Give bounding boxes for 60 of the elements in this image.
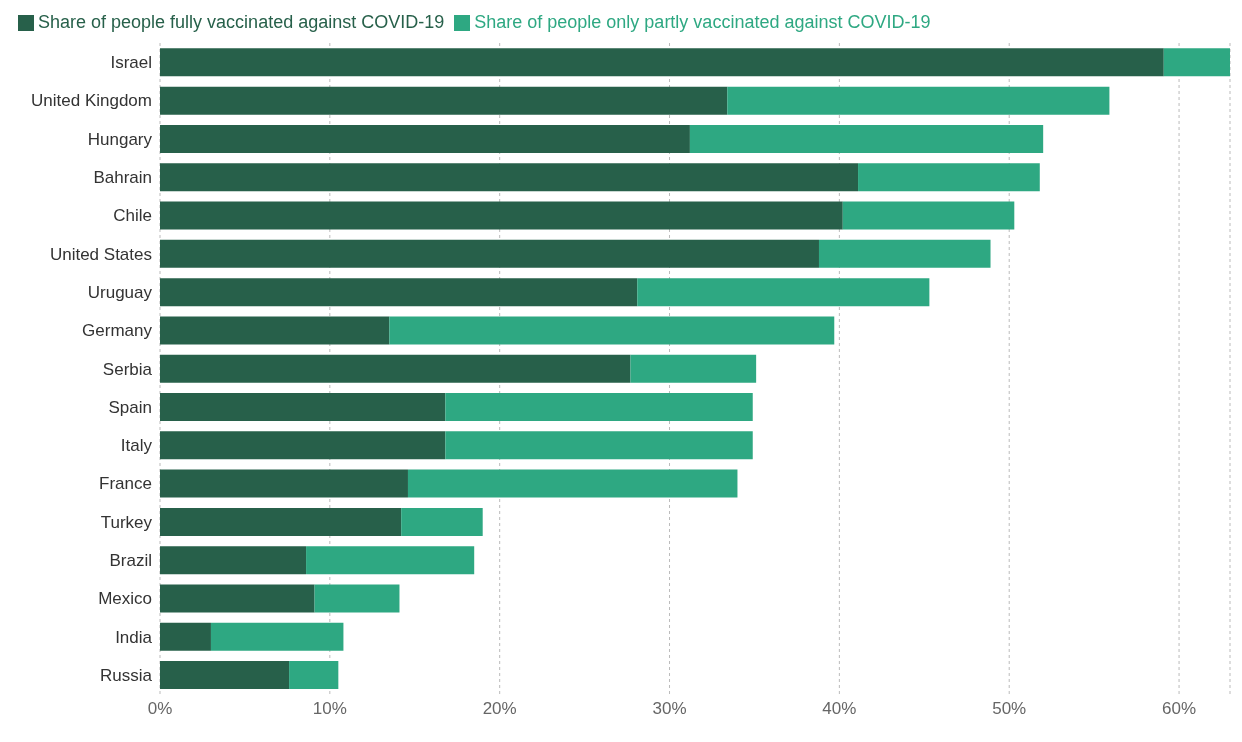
bar <box>160 584 315 613</box>
bar <box>289 661 339 690</box>
bar <box>314 584 400 613</box>
bar <box>160 201 843 230</box>
bar <box>160 431 446 460</box>
x-tick-label: 20% <box>482 699 517 719</box>
bar <box>1163 48 1230 77</box>
bar <box>160 354 631 383</box>
y-tick-label: Germany <box>82 321 153 341</box>
x-tick-label: 40% <box>822 699 857 719</box>
bar <box>160 469 408 498</box>
bar <box>160 316 390 345</box>
bar <box>842 201 1015 230</box>
y-tick-label: Uruguay <box>87 282 153 302</box>
y-tick-label: Turkey <box>100 512 153 532</box>
bar <box>160 239 819 268</box>
legend-label: Share of people only partly vaccinated against COVID-19 <box>474 12 931 32</box>
bar <box>160 124 690 153</box>
y-tick-label: Serbia <box>102 359 153 379</box>
bar <box>401 507 483 536</box>
y-tick-label: Italy <box>120 436 153 456</box>
bar <box>389 316 835 345</box>
bar <box>637 278 930 307</box>
bar <box>210 622 344 651</box>
y-tick-label: Bahrain <box>93 168 152 188</box>
bar <box>160 163 859 192</box>
bar <box>160 622 211 651</box>
bar <box>160 661 290 690</box>
bar <box>858 163 1040 192</box>
y-tick-label: United States <box>49 244 152 264</box>
y-tick-label: India <box>115 627 153 647</box>
bar <box>407 469 738 498</box>
bar <box>160 393 446 422</box>
legend-label: Share of people fully vaccinated against COVID-19 <box>38 12 445 32</box>
x-tick-label: 30% <box>652 699 687 719</box>
x-tick-label: 60% <box>1162 699 1197 719</box>
y-tick-label: Mexico <box>98 589 152 609</box>
bar <box>689 124 1044 153</box>
y-tick-label: Chile <box>113 206 152 226</box>
y-tick-label: Spain <box>108 397 152 417</box>
bar <box>306 546 475 575</box>
bar <box>160 546 307 575</box>
bar <box>818 239 991 268</box>
x-tick-label: 0% <box>147 699 173 719</box>
x-tick-label: 50% <box>992 699 1027 719</box>
y-tick-label: Israel <box>110 53 152 73</box>
bar <box>445 431 753 460</box>
y-tick-label: Russia <box>100 665 153 685</box>
bar <box>160 48 1164 77</box>
bar <box>727 86 1110 115</box>
bar <box>630 354 757 383</box>
bar <box>160 507 402 536</box>
y-tick-label: Hungary <box>87 129 153 149</box>
bar <box>445 393 753 422</box>
y-tick-label: France <box>99 474 152 494</box>
y-tick-label: Brazil <box>109 551 152 571</box>
x-tick-label: 10% <box>312 699 347 719</box>
y-tick-label: United Kingdom <box>31 91 152 111</box>
bar <box>160 278 638 307</box>
bar <box>160 86 728 115</box>
